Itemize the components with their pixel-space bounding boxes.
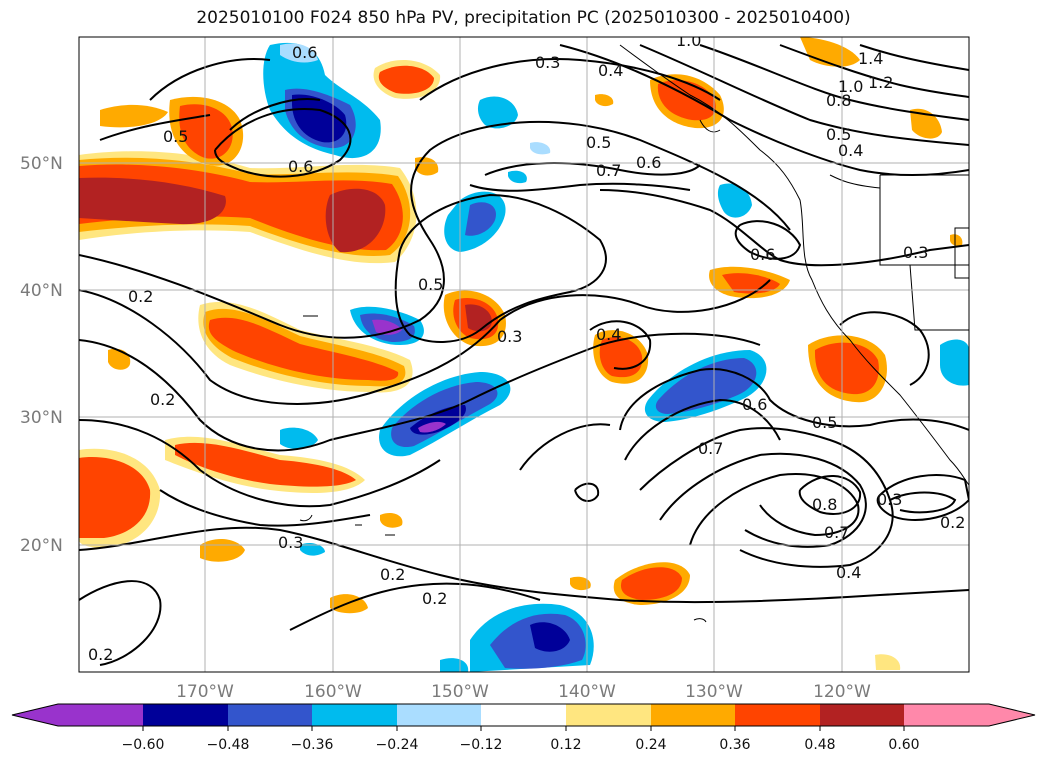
lon-label: 120°W — [813, 682, 871, 702]
colorbar-tick-label: 0.60 — [888, 737, 919, 753]
contour-label: 0.5 — [826, 125, 851, 144]
lon-label: 140°W — [558, 682, 616, 702]
lon-label: 160°W — [304, 682, 362, 702]
colorbar-swatch — [228, 704, 312, 726]
lat-label: 50°N — [20, 154, 63, 174]
lat-label: 20°N — [20, 536, 63, 556]
lat-label: 40°N — [20, 281, 63, 301]
contour-label: 0.3 — [877, 490, 902, 509]
colorbar-tick-label: 0.24 — [635, 737, 666, 753]
map-frame — [78, 36, 970, 673]
colorbar-extend-min — [12, 704, 58, 726]
colorbar-tick-label: −0.36 — [291, 737, 334, 753]
contour-label: 1.0 — [838, 77, 863, 96]
graticule — [79, 37, 969, 672]
colorbar-swatch — [397, 704, 481, 726]
contour-label: 0.8 — [826, 91, 851, 110]
lat-label: 30°N — [20, 408, 63, 428]
contour-label: 0.8 — [812, 495, 837, 514]
contour-label: 0.6 — [636, 153, 661, 172]
lon-label: 130°W — [685, 682, 743, 702]
contour-label: 0.6 — [750, 245, 775, 264]
contour-label: 0.2 — [422, 589, 447, 608]
contour-label: 0.4 — [838, 141, 863, 160]
contour-label: 0.6 — [288, 157, 313, 176]
colorbar-swatch — [904, 704, 989, 726]
colorbar-swatch — [143, 704, 228, 726]
contour-value-labels: 0.6 0.3 0.4 1.0 1.4 1.2 1.0 0.8 0.5 0.4 … — [88, 31, 965, 664]
contour-label: 0.4 — [596, 325, 621, 344]
colorbar-tick-label: −0.12 — [460, 737, 503, 753]
colorbar-swatch — [820, 704, 904, 726]
contour-label: 0.2 — [150, 390, 175, 409]
colorbar-swatch — [481, 704, 566, 726]
contour-label: 0.2 — [128, 287, 153, 306]
contour-label: 0.7 — [596, 161, 621, 180]
contour-label: 0.5 — [163, 127, 188, 146]
contour-label: 0.5 — [812, 413, 837, 432]
positive-anomaly-fields — [79, 37, 963, 670]
contour-label: 1.2 — [868, 73, 893, 92]
coastlines — [299, 44, 969, 623]
latitude-labels: 50°N 40°N 30°N 20°N — [20, 154, 63, 556]
colorbar-swatch — [58, 704, 143, 726]
negative-anomaly-fields — [263, 42, 969, 672]
contour-label: 0.7 — [698, 439, 723, 458]
contour-label: 0.5 — [418, 275, 443, 294]
colorbar-tick-label: 0.48 — [804, 737, 835, 753]
longitude-labels: 170°W 160°W 150°W 140°W 130°W 120°W — [176, 682, 871, 702]
contour-label: 0.2 — [88, 645, 113, 664]
map-panel: 0.6 0.3 0.4 1.0 1.4 1.2 1.0 0.8 0.5 0.4 … — [79, 31, 969, 672]
lon-label: 170°W — [176, 682, 234, 702]
contour-label: 1.4 — [858, 49, 883, 68]
contour-label: 0.5 — [586, 133, 611, 152]
contour-label: 0.4 — [598, 61, 623, 80]
colorbar-swatch — [651, 704, 735, 726]
contour-label: 1.0 — [676, 31, 701, 50]
contour-label: 0.2 — [380, 565, 405, 584]
contour-label: 0.3 — [497, 327, 522, 346]
contour-label: 0.3 — [278, 533, 303, 552]
contour-label: 0.6 — [742, 395, 767, 414]
contour-label: 0.7 — [824, 523, 849, 542]
colorbar-tick-label: −0.24 — [376, 737, 419, 753]
colorbar-tick-label: 0.36 — [719, 737, 750, 753]
colorbar-tick-label: 0.12 — [550, 737, 581, 753]
colorbar-tick-label: −0.60 — [122, 737, 165, 753]
lon-label: 150°W — [431, 682, 489, 702]
colorbar: −0.60 −0.48 −0.36 −0.24 −0.12 0.12 0.24 … — [11, 703, 1036, 753]
contour-label: 0.3 — [903, 243, 928, 262]
colorbar-tick-label: −0.48 — [207, 737, 250, 753]
contour-label: 0.3 — [535, 53, 560, 72]
contour-label: 0.4 — [836, 563, 861, 582]
contour-label: 0.6 — [292, 43, 317, 62]
colorbar-extend-max — [989, 704, 1035, 726]
colorbar-swatch — [735, 704, 820, 726]
colorbar-swatch — [312, 704, 397, 726]
map-title: 2025010100 F024 850 hPa PV, precipitatio… — [196, 8, 851, 28]
colorbar-swatch — [566, 704, 651, 726]
contour-label: 0.2 — [940, 513, 965, 532]
